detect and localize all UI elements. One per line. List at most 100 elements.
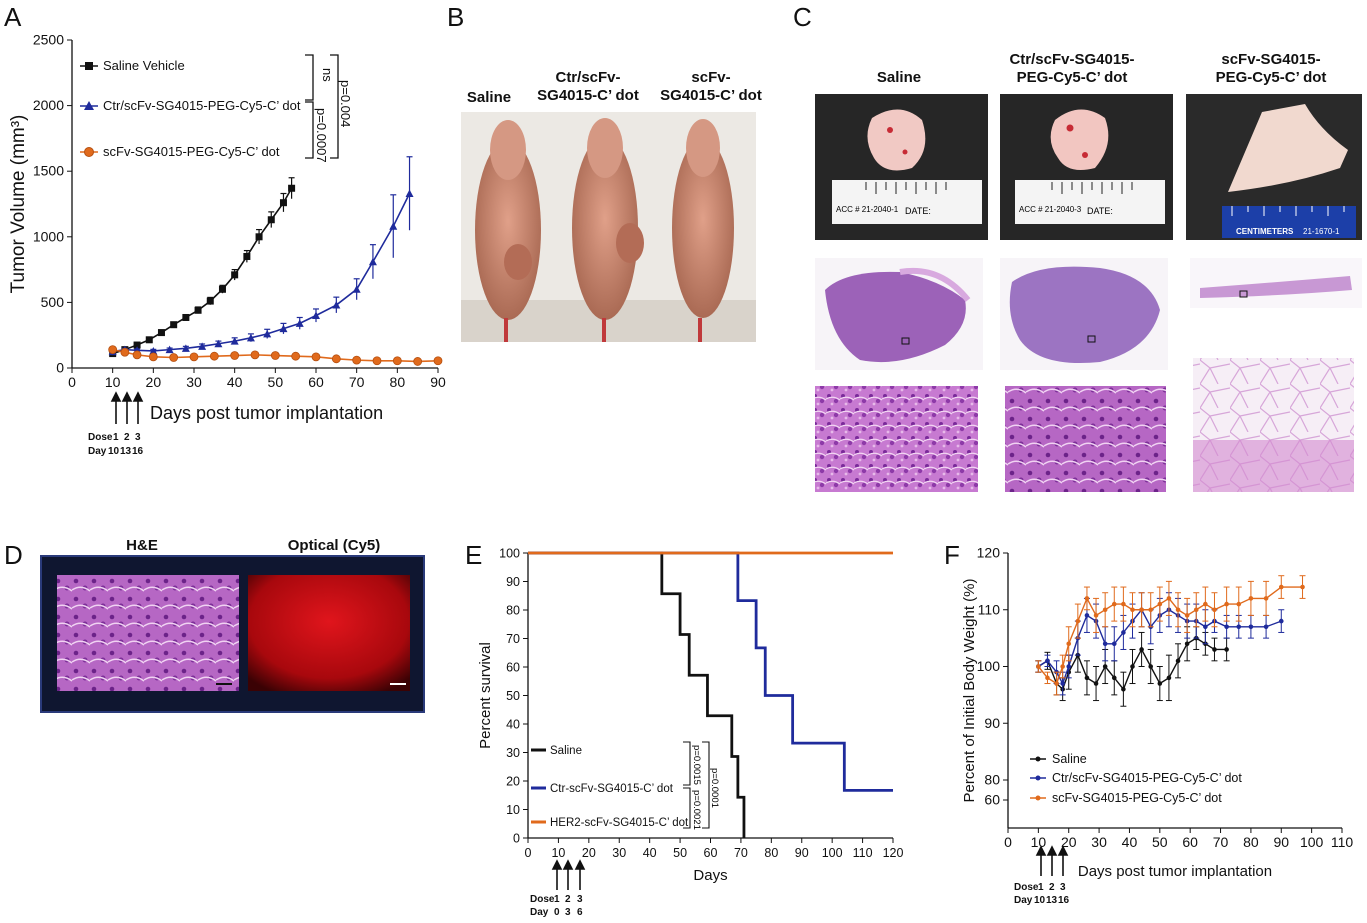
- data-point-triangle: [312, 311, 320, 320]
- y-tick-label: 120: [977, 545, 1001, 561]
- panel-a-dose-1: 1: [113, 432, 119, 443]
- data-point: [1212, 647, 1217, 652]
- data-point: [1166, 675, 1172, 681]
- data-point-square: [279, 199, 287, 207]
- panel-a-ylabel: Tumor Volume (mm³): [8, 115, 29, 294]
- data-point: [1248, 624, 1254, 630]
- data-point: [1278, 584, 1284, 590]
- data-point: [1224, 601, 1229, 607]
- data-point: [1102, 641, 1108, 647]
- data-point: [1093, 681, 1099, 686]
- mouse-her2: [672, 119, 734, 342]
- data-point: [1111, 641, 1117, 647]
- data-point: [1084, 675, 1090, 681]
- panel-e-chart: 0 10 20 30 40 50 60 70 80 90 100 110 120 0 10 20 30 40 50 6…: [477, 547, 903, 885]
- data-point-triangle: [246, 333, 255, 342]
- x-tick-label: 90: [795, 846, 809, 860]
- data-point-square: [288, 184, 296, 192]
- x-tick-label: 0: [1004, 834, 1012, 850]
- panel-e-ylabel: Percent survival: [477, 642, 494, 749]
- panel-e-doses: Dose 1 2 3 Day 0 3 6: [530, 859, 586, 918]
- panel-c-headers: Saline Ctr/scFv-SG4015-PEG-Cy5-C’ dot sc…: [877, 51, 1327, 86]
- data-point-square: [145, 336, 153, 344]
- panel-e-stat-p2: p=0.0001: [709, 768, 720, 808]
- legend-triangle-marker: [84, 101, 94, 110]
- x-tick-label: 90: [430, 374, 446, 390]
- panel-e-legend-saline: Saline: [550, 745, 582, 757]
- data-point-circle: [392, 356, 402, 366]
- x-tick-label: 70: [349, 374, 365, 390]
- data-point: [1224, 624, 1229, 630]
- panel-a-day-3: 16: [132, 446, 144, 457]
- x-tick-label: 90: [1273, 834, 1289, 850]
- y-tick-label: 100: [499, 547, 520, 561]
- y-tick-label: 20: [506, 775, 520, 789]
- x-tick-label: 60: [704, 846, 718, 860]
- data-point-triangle: [332, 301, 341, 309]
- data-point: [1193, 607, 1199, 613]
- data-point-triangle: [165, 345, 174, 354]
- data-point: [1060, 664, 1065, 669]
- panel-d-header-cy5: Optical (Cy5): [288, 537, 381, 554]
- data-point-triangle: [263, 329, 272, 338]
- data-point-circle: [270, 351, 280, 360]
- panel-e-dose-label: Dose: [530, 894, 555, 905]
- y-tick-label: 90: [506, 575, 520, 589]
- data-point-triangle: [295, 319, 304, 327]
- data-point-triangle: [230, 337, 239, 345]
- y-tick-label: 1500: [33, 163, 64, 179]
- data-point: [1130, 664, 1135, 669]
- mouse-ctr: [572, 118, 644, 342]
- panel-c-highmag-histology: [815, 358, 1354, 492]
- mouse-saline: [475, 120, 541, 342]
- data-point-square: [194, 306, 202, 314]
- gross-photo-saline-acc: ACC # 21-2040-1: [836, 205, 899, 214]
- data-point: [1130, 607, 1135, 613]
- panel-e-legend-her2: HER2-scFv-SG4015-C’ dot: [550, 817, 689, 829]
- data-point-triangle: [368, 257, 377, 266]
- data-point: [1045, 658, 1050, 664]
- data-point: [1066, 664, 1072, 669]
- panel-e-day-3: 6: [577, 907, 583, 918]
- panel-f-legend: Saline Ctr/scFv-SG4015-PEG-Cy5-C’ dot sc…: [1030, 752, 1242, 805]
- y-tick-label: 60: [984, 792, 1000, 808]
- data-point: [1121, 686, 1126, 692]
- data-point: [1263, 596, 1269, 601]
- panel-d-header-he: H&E: [126, 537, 158, 554]
- data-point-square: [133, 341, 141, 349]
- panel-e-day-2: 3: [565, 907, 571, 918]
- panel-a-legend-saline: Saline Vehicle: [103, 58, 185, 73]
- panel-f-doses: Dose 1 2 3 Day 10 13 16: [1014, 845, 1070, 906]
- series-line-0: [1037, 637, 1227, 691]
- panel-e-stat-p3: p=0.0021: [691, 790, 702, 830]
- gross-photo-ctr-acc: ACC # 21-2040-3: [1019, 205, 1082, 214]
- gross-photo-her2-ruler: CENTIMETERS: [1236, 227, 1294, 236]
- y-tick-label: 500: [41, 294, 65, 310]
- y-tick-label: 40: [506, 718, 520, 732]
- panel-a-stat-p2: p=0.0007: [314, 108, 329, 163]
- y-tick-label: 110: [978, 601, 1001, 617]
- data-point: [1184, 641, 1190, 647]
- data-point-square: [243, 252, 251, 260]
- x-tick-label: 70: [1213, 834, 1229, 850]
- data-point-circle: [250, 350, 260, 360]
- data-point: [1248, 596, 1254, 601]
- data-point-circle: [148, 352, 158, 362]
- data-point: [1139, 647, 1144, 652]
- data-point: [1102, 607, 1108, 613]
- x-tick-label: 120: [883, 846, 904, 860]
- x-tick-label: 30: [612, 846, 626, 860]
- data-point: [1084, 596, 1090, 601]
- data-point: [1278, 618, 1284, 624]
- data-point-square: [157, 329, 165, 337]
- panel-b-header-ctr: Ctr/scFv-SG4015-C’ dot: [537, 69, 639, 104]
- y-tick-label: 2000: [33, 97, 64, 113]
- panel-a-legend-ctr: Ctr/scFv-SG4015-PEG-Cy5-C’ dot: [103, 98, 301, 113]
- panel-f-legend-her2: scFv-SG4015-PEG-Cy5-C’ dot: [1052, 791, 1222, 805]
- data-point-circle: [169, 353, 179, 362]
- panel-f-dose-2: 2: [1049, 882, 1055, 893]
- data-point-triangle: [214, 339, 223, 348]
- panel-f-legend-saline: Saline: [1052, 752, 1087, 766]
- series-line-0: [112, 187, 293, 355]
